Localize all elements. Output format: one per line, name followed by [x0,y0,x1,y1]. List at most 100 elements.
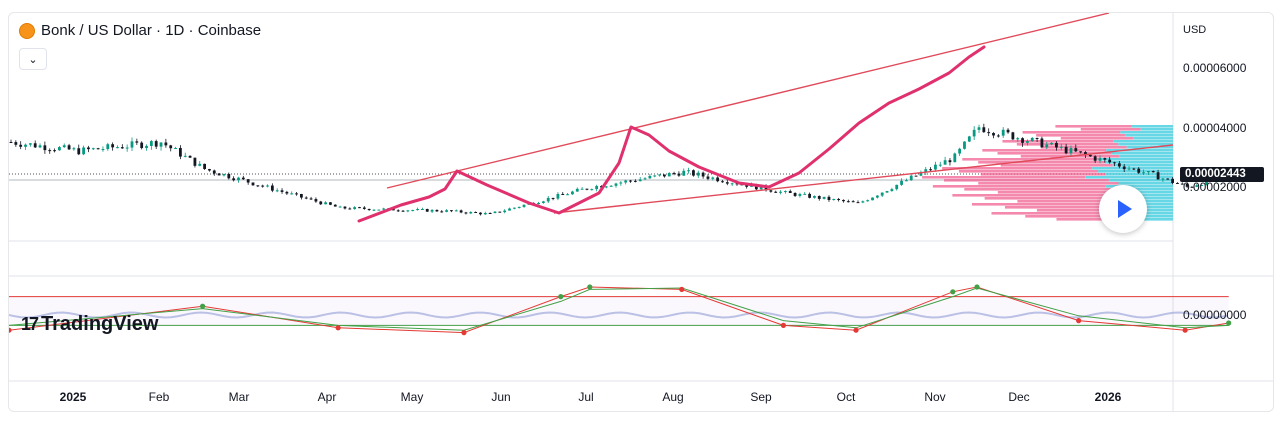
candle-body [827,196,831,201]
candle-body [837,199,841,201]
price-tick: 0.00006000 [1183,61,1247,75]
time-tick: 2026 [1094,390,1122,404]
candle-body [280,190,284,192]
volume-profile-bar [1118,143,1173,146]
candle-body [67,145,71,150]
candle-body [677,173,681,176]
oscillator-cross-dot [461,330,467,336]
candle-body [232,178,236,181]
candle-body [1137,168,1141,173]
candle-body [295,193,298,195]
candle-body [183,155,187,157]
candle-body [590,189,594,191]
candle-body [682,170,686,176]
candle-body [1059,146,1063,148]
candle-body [469,211,473,214]
symbol-header[interactable]: Bonk / US Dollar · 1D · Coinbase [19,22,261,39]
volume-profile-bar [1125,206,1173,209]
currency-label[interactable]: USD [1183,24,1207,36]
pattern-annotation[interactable] [357,45,986,223]
candle-body [382,208,386,210]
candle-body [329,202,332,205]
candle-body [1156,172,1160,180]
candle-body [624,180,628,183]
candle-body [880,192,884,196]
candle-body [72,148,76,150]
candle-body [474,211,478,213]
oscillator-cross-dot [1076,318,1082,324]
candle-body [425,209,429,212]
candle-body [130,141,134,148]
chart-frame: Bonk / US Dollar · 1D · Coinbase ⌄ USD 0… [8,12,1274,412]
candle-body [1026,141,1029,143]
chart-canvas[interactable] [9,13,1273,411]
candle-body [924,169,928,173]
candle-body [19,144,23,147]
candle-body [803,193,807,195]
candle-body [154,141,158,147]
candle-body [430,209,434,212]
volume-profile-bar [1105,185,1173,188]
candle-body [53,150,56,152]
oscillator-band [9,296,1229,326]
candle-body [725,182,729,184]
oscillator-midline [9,311,1228,319]
candle-body [43,145,47,151]
lower-trendline[interactable] [553,144,1174,214]
candle-body [905,180,908,182]
candle-body [561,193,565,195]
candle-body [817,196,821,199]
volume-profile-bar [1119,155,1173,158]
oscillator-cross-dot [780,322,787,328]
volume-profile-bar [991,212,1123,215]
candle-body [135,141,139,143]
oscillator-cross-dot [558,294,564,300]
candle-body [372,209,376,211]
time-tick: Feb [148,390,170,404]
upper-trendline[interactable] [386,13,1110,189]
candle-body [571,191,574,195]
collapse-button[interactable]: ⌄ [19,48,47,70]
candle-body [1093,156,1097,161]
oscillator-cross-dot [1182,327,1188,333]
candle-body [658,174,661,176]
candle-body [237,177,240,181]
oscillator-cross-dot [974,284,980,290]
oscillator-cross-dot [950,289,956,295]
volume-profile-bar [1123,191,1173,194]
candle-body [266,185,269,187]
candle-body [745,184,749,187]
candle-body [958,148,962,154]
volume-profile-bar [1000,164,1113,167]
candle-body [508,208,511,211]
volume-profile-bar [978,182,1119,185]
candle-body [1113,162,1116,164]
candle-body [304,197,308,199]
volume-profile-bar [997,152,1112,155]
candle-body [813,196,816,198]
candle-body [653,175,657,177]
symbol-title: Bonk / US Dollar · 1D · Coinbase [41,22,262,39]
candle-body [788,191,792,193]
play-button[interactable] [1099,185,1147,233]
volume-profile-bar [942,167,1093,170]
candle-body [1190,186,1194,188]
candle-body [1108,159,1112,163]
candle-body [890,189,894,192]
volume-profile-bar [1056,218,1141,221]
candle-body [1030,137,1034,142]
time-tick: Jun [491,390,511,404]
volume-profile-bar [1134,209,1173,212]
candle-body [164,142,168,146]
candle-body [227,173,231,179]
candle-body [174,147,177,149]
candle-body [1055,142,1058,148]
candle-body [798,194,802,196]
tradingview-watermark[interactable]: 17 TradingView [21,313,158,336]
candle-body [111,144,115,148]
oscillator-cross-dot [1226,320,1232,326]
candle-body [1006,129,1010,133]
candle-body [934,164,937,170]
candle-body [861,201,865,203]
candle-body [483,212,487,215]
